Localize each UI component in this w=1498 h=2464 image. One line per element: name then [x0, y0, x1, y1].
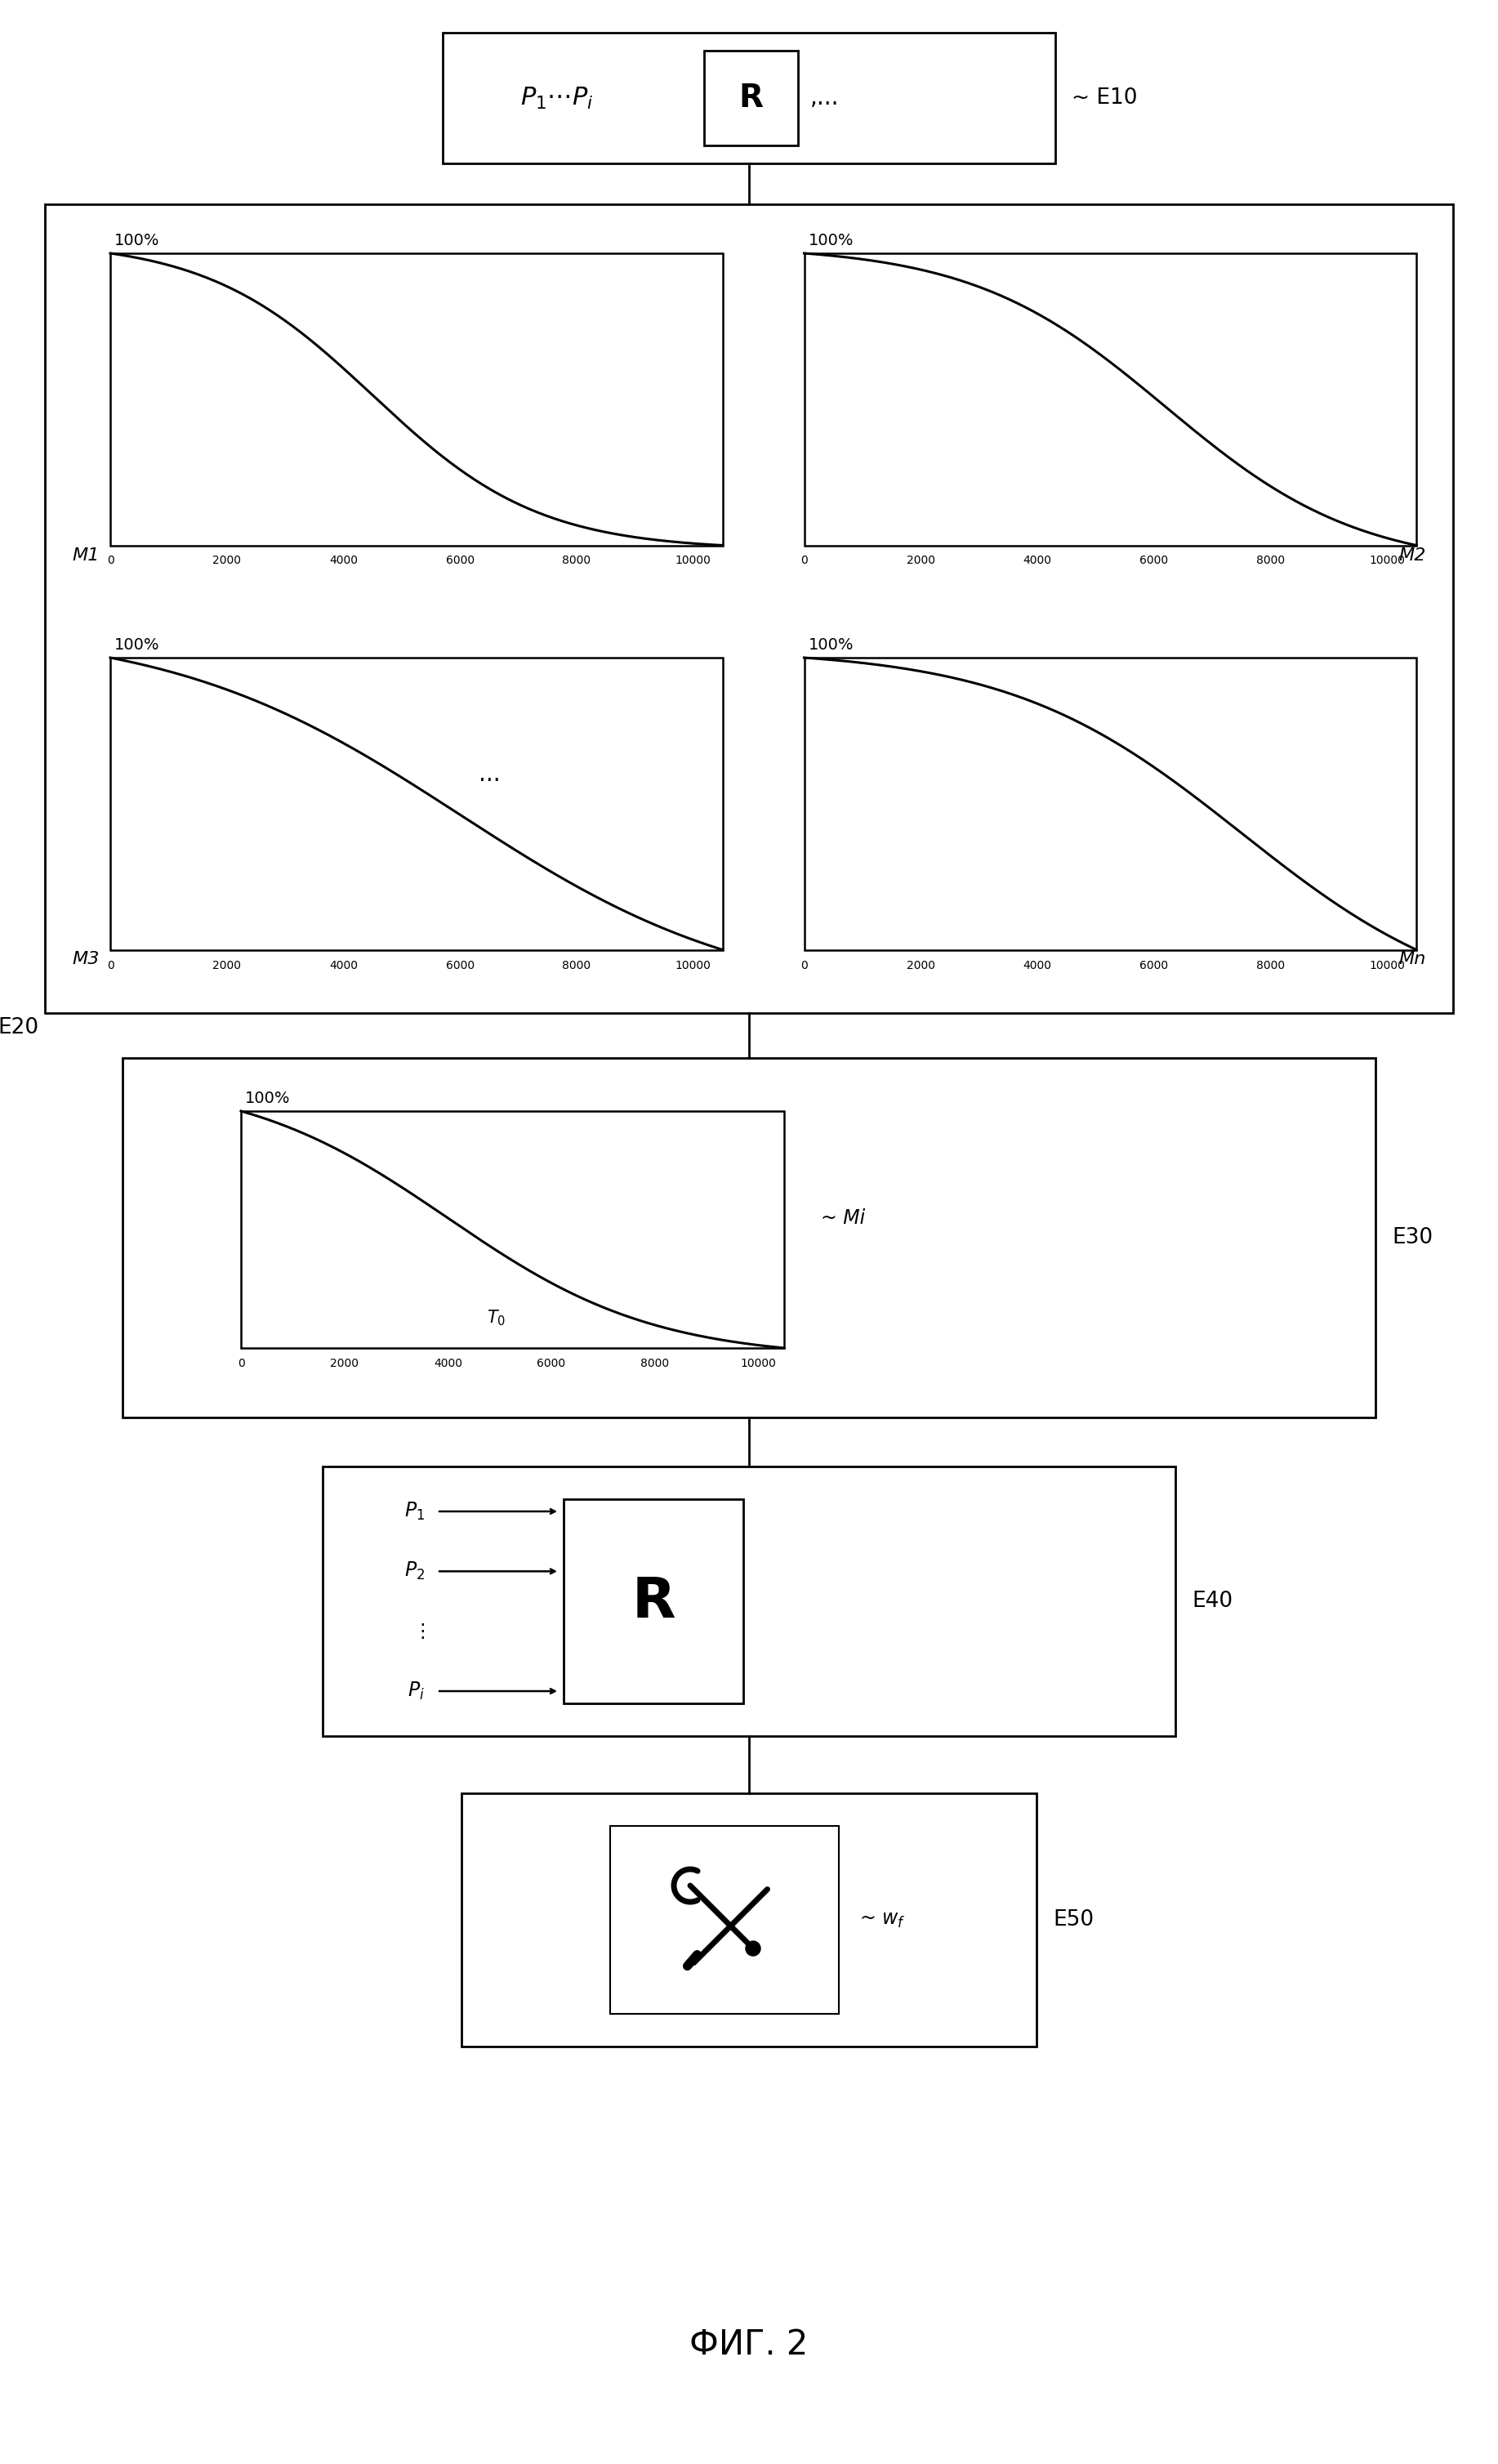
- Text: 0: 0: [106, 958, 114, 971]
- Bar: [443, 32, 1055, 163]
- Text: 10000: 10000: [1369, 554, 1405, 567]
- Text: ,...: ,...: [810, 86, 839, 108]
- Bar: [111, 254, 722, 545]
- Text: M1: M1: [72, 547, 99, 564]
- Text: 100%: 100%: [114, 232, 160, 249]
- Text: $P_i$: $P_i$: [407, 1680, 425, 1703]
- Text: 2000: 2000: [213, 554, 241, 567]
- Text: M3: M3: [72, 951, 99, 968]
- Text: 100%: 100%: [246, 1092, 291, 1106]
- Text: ~ Mi: ~ Mi: [821, 1207, 866, 1227]
- Text: E50: E50: [1053, 1910, 1094, 1929]
- Text: 2000: 2000: [330, 1358, 358, 1370]
- Text: 6000: 6000: [1140, 554, 1168, 567]
- Text: E40: E40: [1192, 1592, 1233, 1611]
- Text: 0: 0: [800, 554, 807, 567]
- Text: 10000: 10000: [676, 958, 712, 971]
- Text: 0: 0: [106, 554, 114, 567]
- Text: $P_1$: $P_1$: [404, 1501, 425, 1523]
- Bar: [704, 52, 798, 145]
- Text: 0: 0: [800, 958, 807, 971]
- Text: 6000: 6000: [536, 1358, 566, 1370]
- Text: 10000: 10000: [740, 1358, 776, 1370]
- Text: ФИГ. 2: ФИГ. 2: [689, 2328, 809, 2363]
- Bar: [610, 1826, 839, 2013]
- Text: 0: 0: [237, 1358, 244, 1370]
- Text: ~ $w_f$: ~ $w_f$: [860, 1910, 905, 1929]
- Text: R: R: [739, 81, 764, 113]
- Text: 2000: 2000: [906, 554, 935, 567]
- Text: E20: E20: [0, 1018, 39, 1037]
- Text: 8000: 8000: [1257, 554, 1285, 567]
- Bar: [123, 1057, 1375, 1417]
- Text: 4000: 4000: [330, 958, 358, 971]
- Text: 2000: 2000: [906, 958, 935, 971]
- Bar: [111, 658, 722, 949]
- Text: M2: M2: [1399, 547, 1426, 564]
- Text: 4000: 4000: [1023, 958, 1052, 971]
- Bar: [322, 1466, 1176, 1737]
- Text: $P_2$: $P_2$: [404, 1560, 425, 1582]
- Text: 100%: 100%: [114, 638, 160, 653]
- Text: $P_1 \cdots P_i$: $P_1 \cdots P_i$: [520, 86, 593, 111]
- Bar: [461, 1794, 1037, 2048]
- Bar: [241, 1111, 783, 1348]
- Text: 8000: 8000: [641, 1358, 670, 1370]
- Text: R: R: [632, 1574, 676, 1629]
- Text: 8000: 8000: [1257, 958, 1285, 971]
- Text: 6000: 6000: [1140, 958, 1168, 971]
- Text: Mn: Mn: [1399, 951, 1426, 968]
- Bar: [804, 658, 1416, 949]
- Text: 4000: 4000: [330, 554, 358, 567]
- Text: 4000: 4000: [433, 1358, 463, 1370]
- Text: 100%: 100%: [809, 638, 854, 653]
- Text: 4000: 4000: [1023, 554, 1052, 567]
- Text: 6000: 6000: [446, 554, 475, 567]
- Text: 10000: 10000: [676, 554, 712, 567]
- Text: 8000: 8000: [562, 958, 592, 971]
- Bar: [563, 1498, 743, 1703]
- Text: ...: ...: [479, 764, 500, 786]
- Circle shape: [746, 1942, 761, 1956]
- Text: $T_0$: $T_0$: [487, 1308, 506, 1328]
- Text: 100%: 100%: [809, 232, 854, 249]
- Text: $\vdots$: $\vdots$: [412, 1621, 425, 1641]
- Text: 8000: 8000: [562, 554, 592, 567]
- Text: 2000: 2000: [213, 958, 241, 971]
- Text: ~ E10: ~ E10: [1071, 86, 1137, 108]
- Text: 10000: 10000: [1369, 958, 1405, 971]
- Bar: [804, 254, 1416, 545]
- Text: 6000: 6000: [446, 958, 475, 971]
- Text: E30: E30: [1392, 1227, 1432, 1249]
- Bar: [45, 205, 1453, 1013]
